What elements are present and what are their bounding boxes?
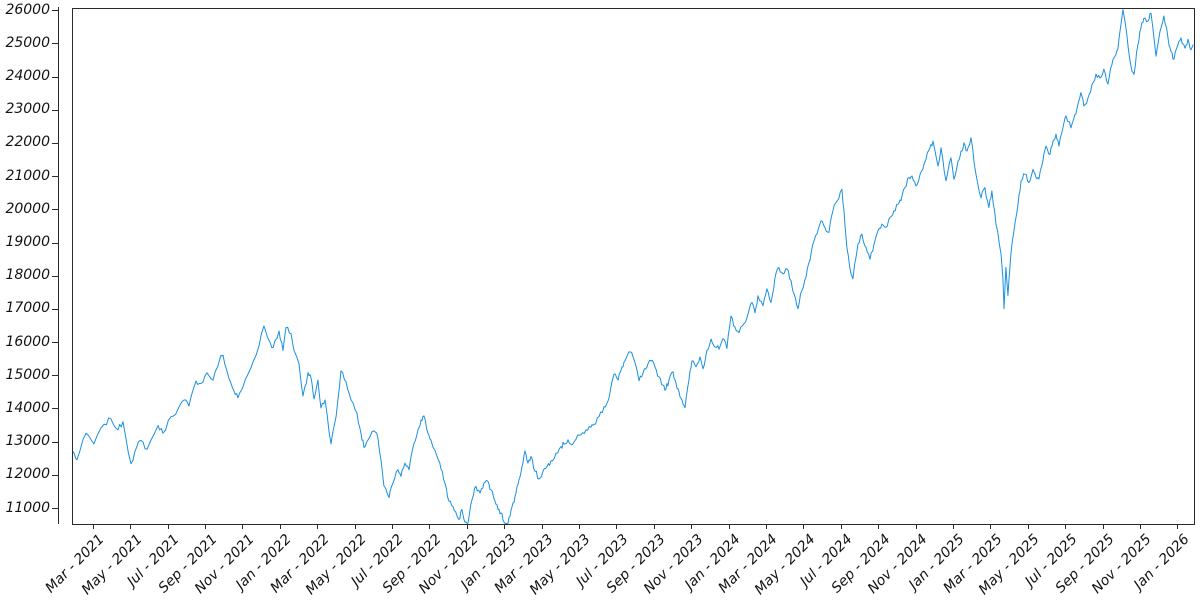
y-tick [52,441,58,443]
y-tick [52,109,58,111]
x-tick [691,524,693,529]
x-tick [1027,524,1029,529]
x-tick [279,524,281,529]
y-tick-label: 25000 [5,34,50,51]
y-tick [52,474,58,476]
y-tick-label: 16000 [5,333,50,350]
y-tick-label: 11000 [5,499,50,516]
y-tick [52,176,58,178]
y-tick [52,209,58,211]
y-tick-label: 14000 [5,399,50,416]
price-line [73,9,1194,524]
x-tick [840,524,842,529]
y-tick [52,10,58,12]
y-tick [52,242,58,244]
x-tick [167,524,169,529]
y-tick-label: 15000 [5,366,50,383]
x-tick [466,524,468,529]
y-tick [52,508,58,510]
x-tick [878,524,880,529]
x-tick [354,524,356,529]
x-tick [728,524,730,529]
y-tick [52,375,58,377]
x-tick [541,524,543,529]
y-tick-label: 17000 [5,300,50,317]
plot-area [72,8,1195,525]
y-tick-label: 20000 [5,200,50,217]
y-tick-label: 19000 [5,234,50,250]
y-tick [52,43,58,45]
x-tick [653,524,655,529]
x-tick [990,524,992,529]
y-tick-label: 24000 [5,68,50,85]
y-tick-label: 13000 [5,433,50,450]
y-tick [52,342,58,344]
y-tick [52,76,58,78]
x-tick [1139,524,1141,529]
x-tick [92,524,94,529]
x-tick [803,524,805,529]
x-tick [317,524,319,529]
y-tick-label: 26000 [5,1,50,18]
x-tick [765,524,767,529]
y-tick-label: 21000 [5,167,50,184]
x-tick [504,524,506,529]
y-tick-label: 22000 [5,134,50,151]
x-tick [391,524,393,529]
chart-canvas [73,9,1194,524]
y-tick [52,308,58,310]
y-tick [52,142,58,144]
x-tick [429,524,431,529]
x-tick [1065,524,1067,529]
x-tick [205,524,206,529]
x-tick [130,524,132,529]
x-tick [915,524,917,529]
x-tick [616,524,618,529]
y-tick [52,408,58,410]
y-axis-spine [58,7,59,524]
y-tick-label: 18000 [5,267,50,284]
x-tick [578,524,580,529]
y-tick-label: 12000 [5,466,50,483]
x-tick [242,524,244,529]
y-tick-label: 23000 [5,101,50,118]
x-tick [952,524,954,529]
x-tick [1177,524,1179,529]
y-tick [52,275,58,277]
x-tick [1102,524,1104,529]
